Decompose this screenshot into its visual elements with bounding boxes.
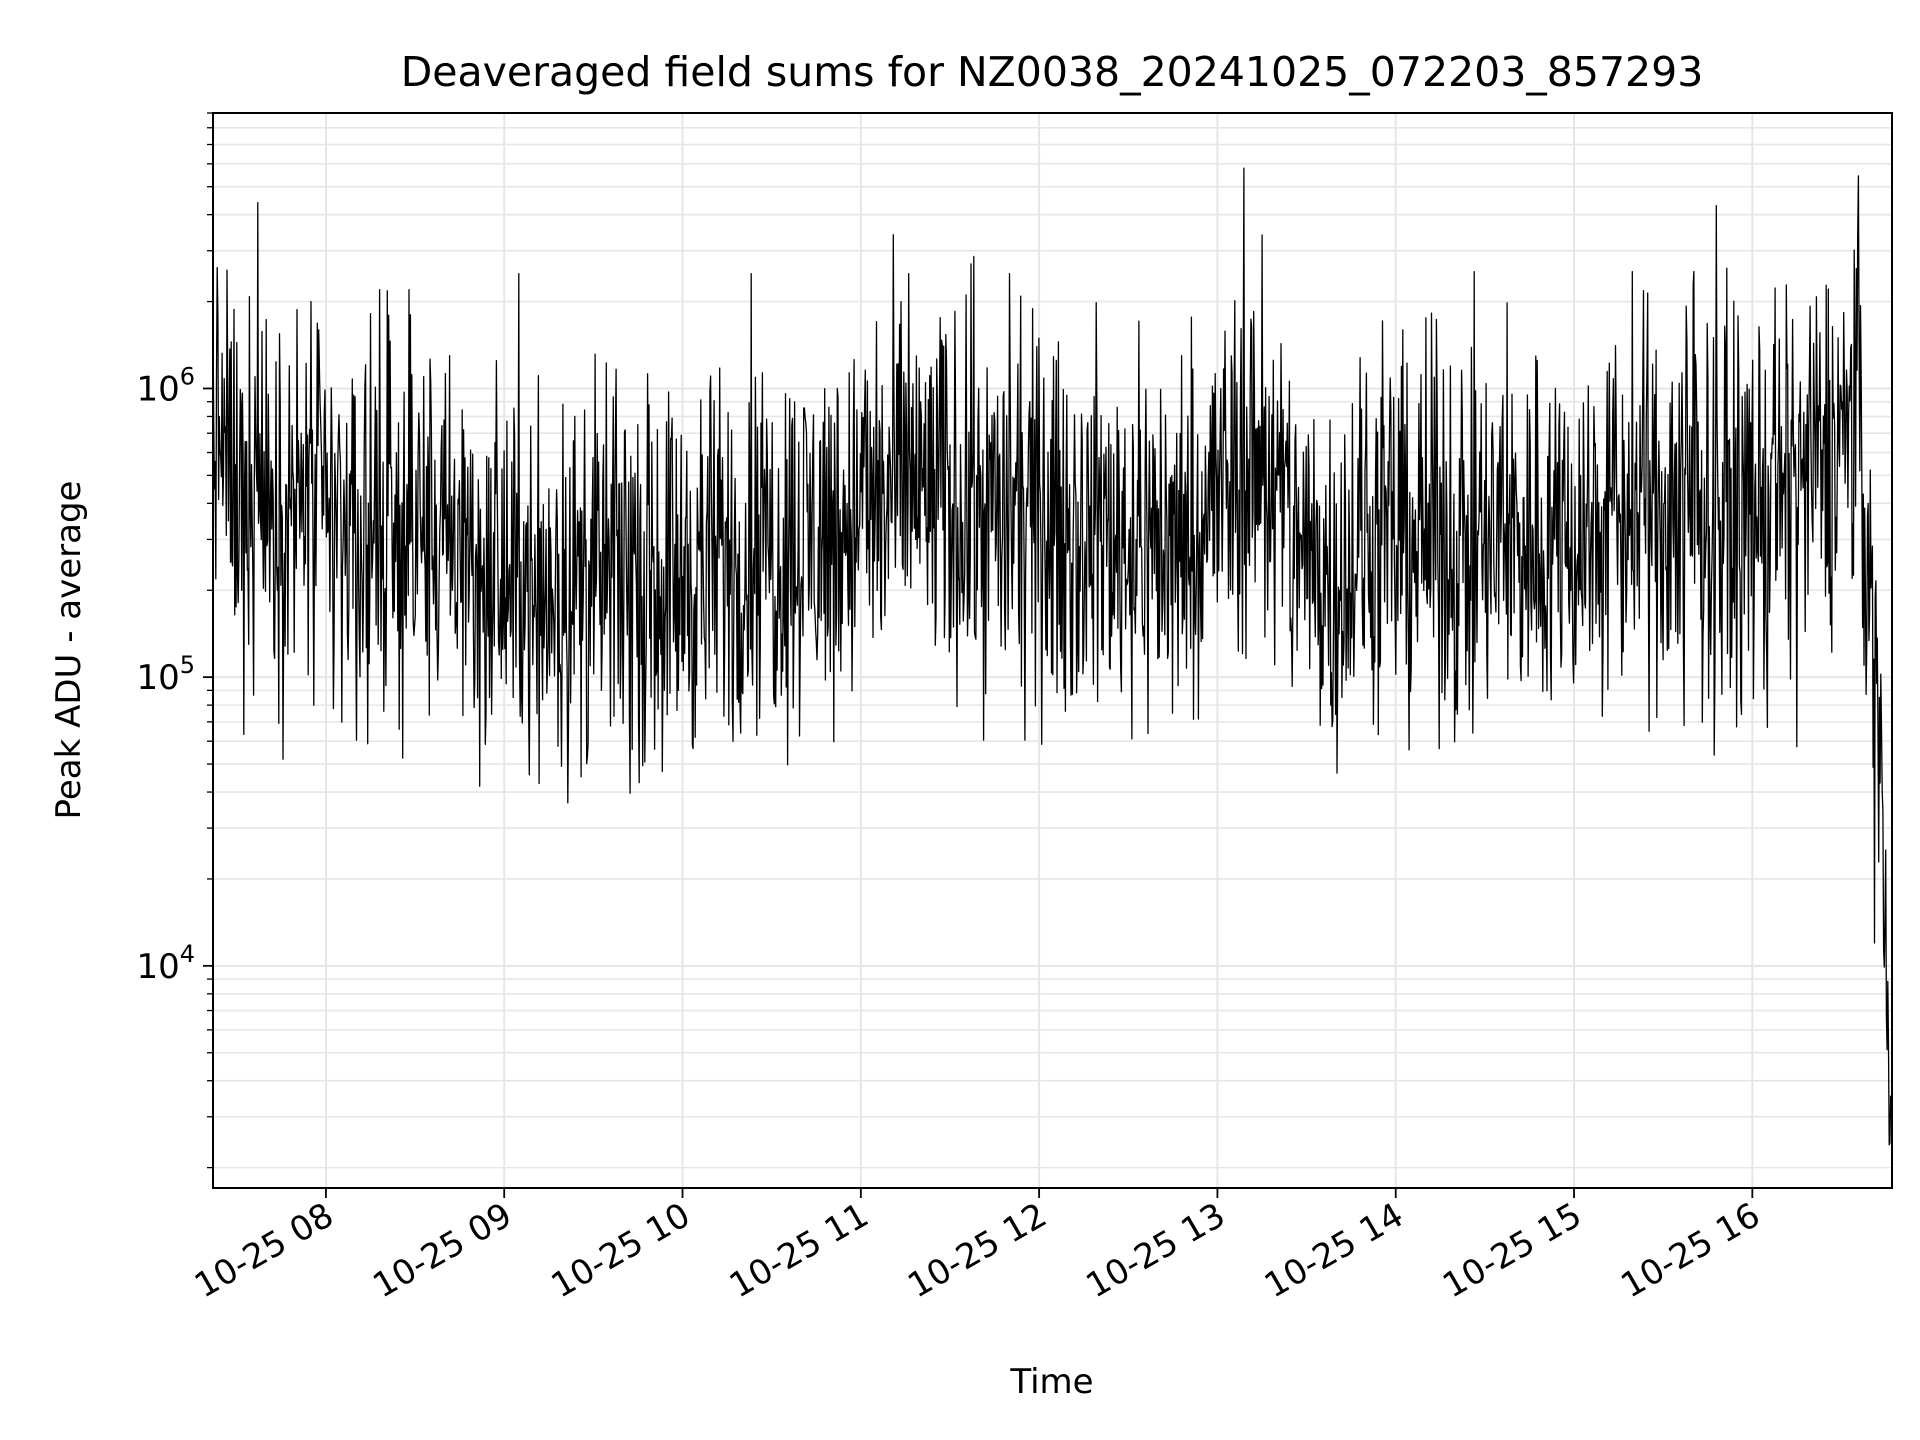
series-line-layer xyxy=(212,167,1893,1146)
y-axis-label: Peak ADU - average xyxy=(49,481,89,820)
plot-frame xyxy=(212,112,1893,1189)
y-tick-label: 105 xyxy=(136,651,195,698)
y-tick-label: 106 xyxy=(136,362,195,409)
series-line xyxy=(212,167,1893,1146)
y-axis-ticks: 104 105 106 xyxy=(136,112,213,1169)
x-axis-label: Time xyxy=(1009,1362,1093,1402)
chart-title: Deaveraged field sums for NZ0038_2024102… xyxy=(401,48,1704,96)
y-tick-label: 104 xyxy=(136,940,195,987)
